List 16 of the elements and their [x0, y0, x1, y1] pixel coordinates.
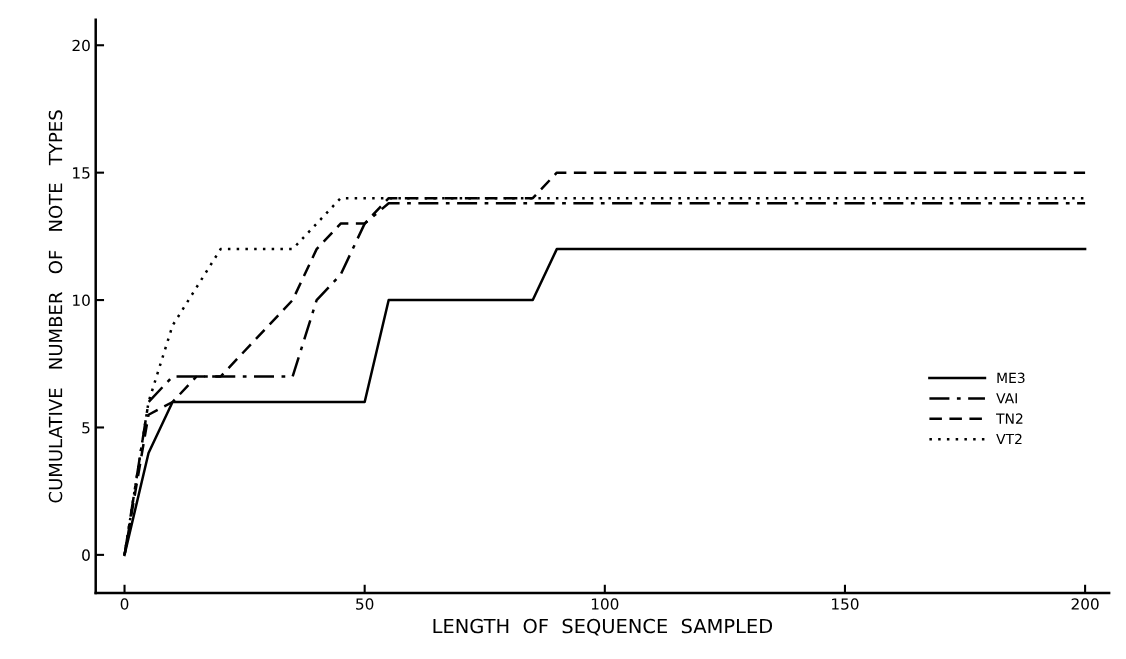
legend-label: VAI — [996, 393, 1017, 404]
y-tick-label: 15 — [73, 167, 90, 179]
x-tick-label: 150 — [832, 598, 859, 610]
y-tick-label: 5 — [82, 422, 90, 434]
x-tick-label: 100 — [591, 598, 619, 610]
x-tick-label: 200 — [1071, 598, 1099, 610]
legend-label: ME3 — [997, 372, 1025, 384]
y-tick-label: 20 — [72, 39, 90, 52]
y-tick-label: 10 — [73, 294, 90, 307]
x-axis-title: LENGTH OF SEQUENCE SAMPLED — [433, 618, 773, 636]
x-tick-label: 0 — [120, 598, 129, 610]
y-tick-label: 0 — [82, 549, 90, 561]
legend-label: VT2 — [996, 433, 1022, 445]
y-axis-title: CUMULATIVE NUMBER OF NOTE TYPES — [48, 110, 63, 503]
legend-label: TN2 — [996, 413, 1023, 424]
x-tick-label: 50 — [356, 598, 374, 610]
